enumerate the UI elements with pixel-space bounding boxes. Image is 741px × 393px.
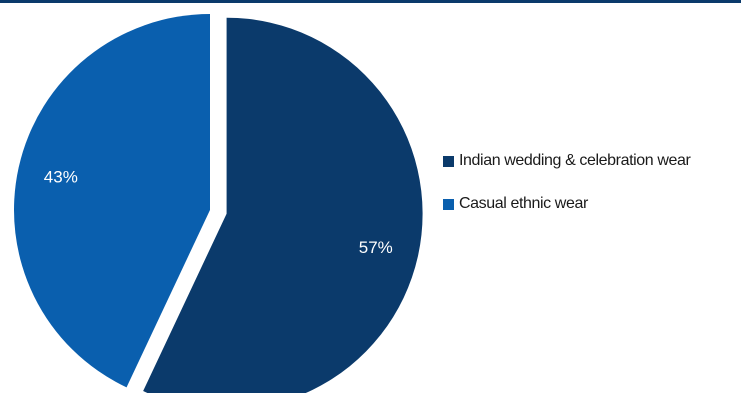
slice-label-casual-ethnic: 43% xyxy=(44,168,78,187)
legend-label-indian-wedding: Indian wedding & celebration wear xyxy=(459,152,691,169)
pie-chart: 57% 43% xyxy=(13,14,423,393)
pie-slice-casual-ethnic xyxy=(13,14,211,388)
chart-legend: Indian wedding & celebration wear Casual… xyxy=(443,150,741,236)
pie-slice-indian-wedding xyxy=(143,17,423,393)
legend-swatch-casual-ethnic xyxy=(443,198,454,210)
legend-label-casual-ethnic: Casual ethnic wear xyxy=(459,195,588,212)
top-rule xyxy=(0,0,741,3)
slice-label-indian-wedding: 57% xyxy=(359,238,393,257)
legend-item-indian-wedding: Indian wedding & celebration wear xyxy=(443,150,741,172)
legend-item-casual-ethnic: Casual ethnic wear xyxy=(443,193,741,215)
legend-swatch-indian-wedding xyxy=(443,155,454,167)
